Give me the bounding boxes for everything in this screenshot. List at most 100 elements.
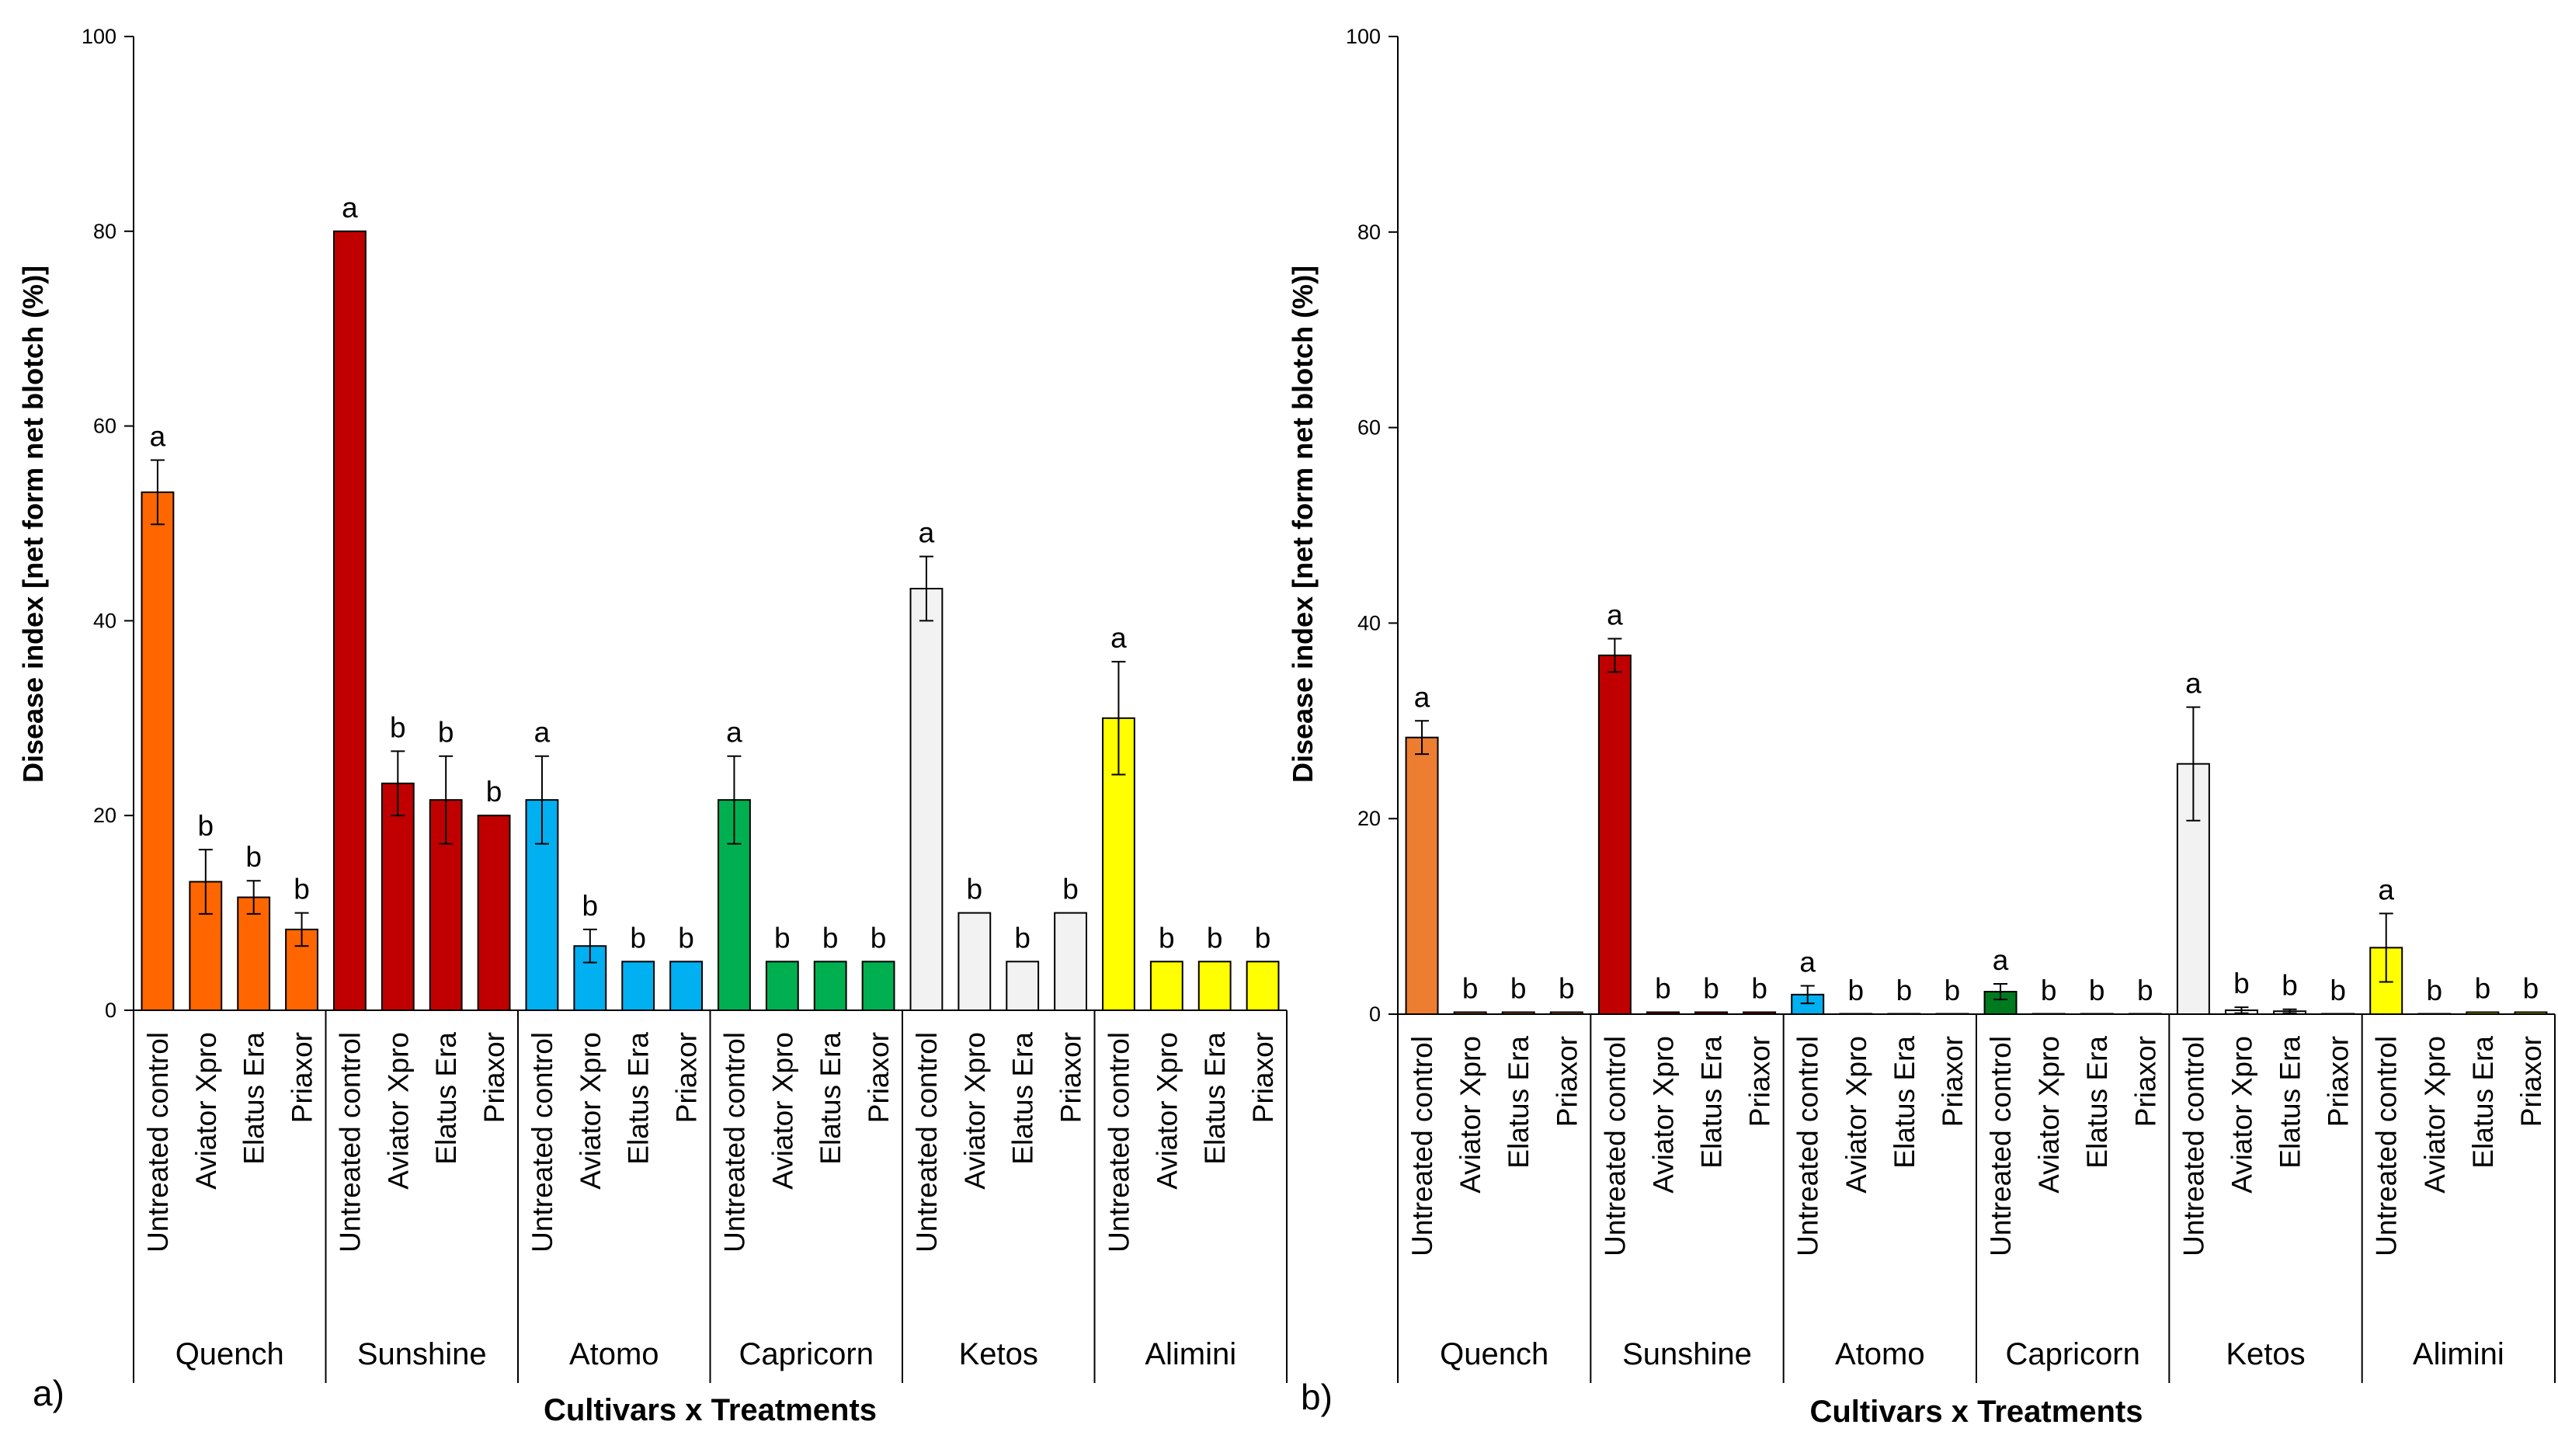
bar <box>1006 961 1040 1012</box>
treatment-label: Elatus Era <box>1007 1032 1039 1165</box>
treatment-label: Elatus Era <box>623 1032 655 1165</box>
cultivar-label: Sunshine <box>1622 1337 1752 1371</box>
bar <box>1549 1011 1583 1016</box>
y-axis-title: Disease index [net form net blotch (%)] <box>17 266 49 783</box>
bar <box>1839 1013 1873 1015</box>
cultivar-label: Quench <box>176 1337 284 1371</box>
treatment-label: Aviator Xpro <box>190 1032 222 1190</box>
bar <box>958 912 992 1011</box>
treatment-label: Elatus Era <box>2467 1036 2499 1169</box>
bar <box>2321 1013 2355 1015</box>
significance-label: b <box>1062 874 1079 905</box>
significance-label: b <box>2041 975 2057 1006</box>
bar <box>1743 1011 1777 1016</box>
bar <box>1149 961 1183 1012</box>
bar <box>1405 736 1439 1015</box>
y-tick-label: 40 <box>93 609 116 632</box>
treatment-label: Priaxor <box>1937 1036 1969 1127</box>
bar <box>1197 961 1232 1012</box>
treatment-label: Untreated control <box>1985 1036 2017 1256</box>
treatment-label: Untreated control <box>1599 1036 1631 1256</box>
treatment-label: Aviator Xpro <box>1647 1036 1679 1194</box>
bar <box>141 491 175 1011</box>
treatment-label: Untreated control <box>2371 1036 2403 1256</box>
bar <box>2514 1011 2548 1016</box>
treatment-label: Aviator Xpro <box>1840 1036 1872 1194</box>
significance-label: b <box>2282 970 2298 1002</box>
y-tick-label: 0 <box>1369 1003 1381 1026</box>
significance-label: a <box>150 420 166 452</box>
bar <box>237 896 271 1012</box>
treatment-label: Untreated control <box>334 1032 366 1253</box>
cultivar-label: Sunshine <box>357 1337 487 1371</box>
bar <box>333 230 367 1011</box>
cultivar-label: Capricorn <box>2005 1337 2139 1371</box>
treatment-label: Aviator Xpro <box>575 1032 606 1190</box>
y-axis-title: Disease index [net form net blotch (%)] <box>1287 266 1319 783</box>
cultivar-label: Alimini <box>1145 1337 1236 1371</box>
bar <box>2080 1013 2114 1015</box>
panel-label: b) <box>1301 1377 1333 1417</box>
cultivar-label: Quench <box>1440 1337 1548 1371</box>
significance-label: b <box>198 810 214 842</box>
treatment-label: Elatus Era <box>1199 1032 1231 1165</box>
treatment-label: Aviator Xpro <box>382 1032 414 1190</box>
significance-label: a <box>919 517 935 549</box>
treatment-label: Aviator Xpro <box>2419 1036 2451 1194</box>
treatment-label: Untreated control <box>142 1032 174 1253</box>
bar <box>1935 1013 1969 1015</box>
treatment-label: Priaxor <box>671 1032 703 1123</box>
treatment-label: Priaxor <box>1744 1036 1776 1127</box>
significance-label: b <box>2233 968 2250 999</box>
significance-label: b <box>2427 975 2443 1006</box>
significance-label: b <box>1896 975 1913 1006</box>
cultivar-label: Ketos <box>2226 1337 2305 1371</box>
treatment-label: Priaxor <box>478 1032 510 1123</box>
bar <box>2128 1013 2162 1015</box>
treatment-label: Elatus Era <box>430 1032 462 1165</box>
x-axis-title: Cultivars x Treatments <box>1809 1395 2143 1429</box>
bar <box>2417 1013 2452 1015</box>
significance-label: b <box>1159 922 1175 954</box>
significance-label: b <box>1559 972 1575 1004</box>
significance-label: b <box>582 890 599 922</box>
treatment-label: Elatus Era <box>1503 1036 1534 1169</box>
treatment-label: Priaxor <box>287 1032 318 1123</box>
significance-label: b <box>967 874 983 905</box>
bar <box>1501 1011 1535 1016</box>
bar <box>1054 912 1087 1011</box>
treatment-label: Untreated control <box>1103 1032 1135 1253</box>
treatment-label: Aviator Xpro <box>766 1032 798 1190</box>
treatment-label: Untreated control <box>1406 1036 1438 1256</box>
y-tick-label: 100 <box>82 25 116 48</box>
treatment-label: Aviator Xpro <box>2226 1036 2257 1194</box>
bar <box>2466 1011 2500 1016</box>
significance-label: b <box>1462 972 1479 1004</box>
significance-label: a <box>534 717 551 749</box>
treatment-label: Untreated control <box>718 1032 750 1253</box>
cultivar-label: Alimini <box>2413 1337 2504 1371</box>
significance-label: a <box>342 192 358 224</box>
treatment-label: Aviator Xpro <box>1151 1032 1183 1190</box>
treatment-label: Priaxor <box>2323 1036 2355 1127</box>
treatment-label: Untreated control <box>1792 1036 1824 1256</box>
significance-label: b <box>2137 975 2153 1006</box>
bar <box>1597 654 1632 1016</box>
significance-label: b <box>390 711 406 743</box>
bar <box>1453 1011 1487 1016</box>
significance-label: b <box>438 717 454 749</box>
treatment-label: Elatus Era <box>1889 1036 1920 1169</box>
treatment-label: Untreated control <box>911 1032 943 1253</box>
y-tick-label: 20 <box>1357 807 1381 830</box>
treatment-label: Elatus Era <box>2275 1036 2306 1169</box>
treatment-label: Priaxor <box>863 1032 895 1123</box>
treatment-label: Priaxor <box>2515 1036 2547 1127</box>
significance-label: b <box>822 922 839 954</box>
significance-label: a <box>2378 874 2394 905</box>
y-tick-label: 80 <box>93 220 116 243</box>
significance-label: a <box>1799 946 1816 978</box>
bar <box>861 961 895 1012</box>
treatment-label: Untreated control <box>2177 1036 2209 1256</box>
significance-label: b <box>2089 975 2105 1006</box>
significance-label: b <box>678 922 694 954</box>
